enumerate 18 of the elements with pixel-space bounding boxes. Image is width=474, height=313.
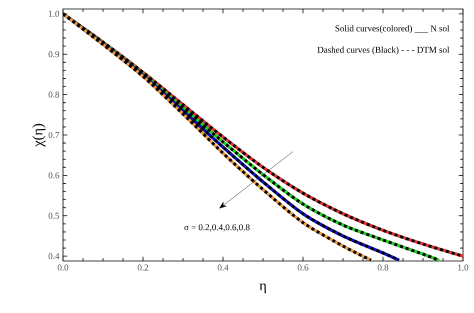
x-tick-label: 1.0 bbox=[458, 264, 468, 271]
annotation: Dashed curves (Black) - - - DTM sol bbox=[318, 46, 450, 55]
y-tick-label: 0.5 bbox=[48, 212, 60, 219]
x-tick-label: 0.0 bbox=[58, 264, 68, 271]
annotation: Solid curves(colored) ___ N sol bbox=[336, 25, 450, 34]
annotation: σ = 0.2,0.4,0.6,0.8 bbox=[184, 224, 250, 232]
x-tick-label: 0.4 bbox=[218, 264, 228, 271]
y-tick-label: 0.6 bbox=[48, 172, 60, 178]
x-tick-label: 0.2 bbox=[138, 264, 148, 271]
y-tick-label: 0.8 bbox=[48, 92, 60, 98]
y-axis-title: χ(η) bbox=[32, 124, 46, 147]
x-axis-title: η bbox=[259, 283, 266, 294]
y-tick-label: 0.7 bbox=[48, 132, 60, 138]
x-tick-label: 0.6 bbox=[298, 264, 308, 271]
y-tick-label: 0.4 bbox=[48, 253, 60, 260]
x-tick-label: 0.8 bbox=[378, 264, 388, 271]
y-tick-label: 1.0 bbox=[49, 10, 60, 17]
y-tick-label: 0.9 bbox=[48, 51, 60, 58]
